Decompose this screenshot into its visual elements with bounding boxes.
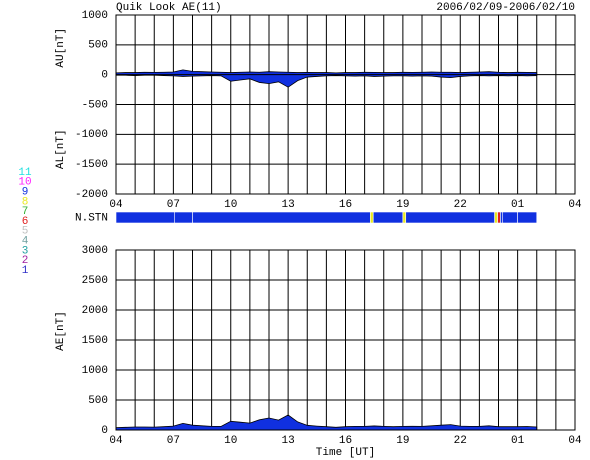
station-segment — [497, 211, 501, 224]
x-tick-label: 13 — [282, 199, 295, 211]
y-tick-label: 500 — [88, 40, 108, 52]
x-tick-label: 04 — [568, 199, 582, 211]
station-segment — [517, 211, 538, 224]
area — [115, 414, 538, 431]
y-axis-label: AE[nT] — [55, 311, 67, 351]
x-tick-label: 16 — [339, 199, 352, 211]
x-tick-label: 19 — [396, 199, 409, 211]
y-tick-label: 0 — [101, 70, 108, 82]
station-segment — [402, 211, 407, 224]
legend-label: 3 — [22, 245, 29, 257]
y-tick-label: -1500 — [75, 159, 108, 171]
x-tick-label: 04 — [109, 435, 123, 447]
plot-frame — [115, 14, 576, 195]
station-segment — [405, 211, 495, 224]
x-tick-label: 16 — [339, 435, 352, 447]
station-segment — [372, 211, 404, 224]
y-tick-label: -500 — [82, 99, 108, 111]
x-tick-label: 22 — [454, 199, 467, 211]
y-tick-label: 1000 — [82, 365, 108, 377]
station-segment — [192, 211, 371, 224]
legend-label: 5 — [22, 226, 29, 238]
legend-label: 2 — [22, 255, 29, 267]
legend-label: 8 — [22, 196, 29, 208]
y-tick-label: -1000 — [75, 129, 108, 141]
legend-label: 10 — [18, 177, 31, 189]
station-segment — [115, 211, 175, 224]
y-tick-label: -2000 — [75, 189, 108, 201]
station-segment — [494, 211, 498, 224]
chart-title: Quik Look AE(11) — [116, 2, 222, 14]
legend-label: 9 — [22, 187, 29, 199]
x-tick-label: 19 — [396, 435, 409, 447]
legend-label: 11 — [18, 167, 32, 179]
y-tick-label: 0 — [101, 425, 108, 437]
chart-subtitle: 2006/02/09-2006/02/10 — [436, 2, 575, 14]
x-tick-label: 07 — [167, 199, 180, 211]
x-tick-label: 10 — [224, 435, 237, 447]
station-segment — [370, 211, 374, 224]
y-tick-label: 3000 — [82, 245, 108, 257]
legend-label: 7 — [22, 206, 29, 218]
area — [115, 74, 538, 88]
y-tick-label: 500 — [88, 395, 108, 407]
x-tick-label: 22 — [454, 435, 467, 447]
station-segment — [174, 211, 193, 224]
x-tick-label: 04 — [568, 435, 582, 447]
y-tick-label: 2500 — [82, 275, 108, 287]
legend-label: 4 — [22, 236, 29, 248]
y-tick-label: 2000 — [82, 305, 108, 317]
area — [115, 69, 538, 76]
legend-label: 6 — [22, 216, 29, 228]
x-tick-label: 04 — [109, 199, 123, 211]
y-axis-label: N.STN — [75, 212, 108, 224]
legend-label: 1 — [22, 265, 29, 277]
x-tick-label: 13 — [282, 435, 295, 447]
plot-frame — [115, 249, 576, 431]
x-axis-label: Time [UT] — [316, 447, 375, 459]
y-tick-label: 1500 — [82, 335, 108, 347]
station-segment — [502, 211, 518, 224]
x-tick-label: 01 — [511, 435, 525, 447]
y-axis-label: AU[nT] — [55, 28, 67, 68]
y-tick-label: 1000 — [82, 10, 108, 22]
y-axis-label: AL[nT] — [55, 129, 67, 169]
x-tick-label: 01 — [511, 199, 525, 211]
x-tick-label: 10 — [224, 199, 237, 211]
x-tick-label: 07 — [167, 435, 180, 447]
